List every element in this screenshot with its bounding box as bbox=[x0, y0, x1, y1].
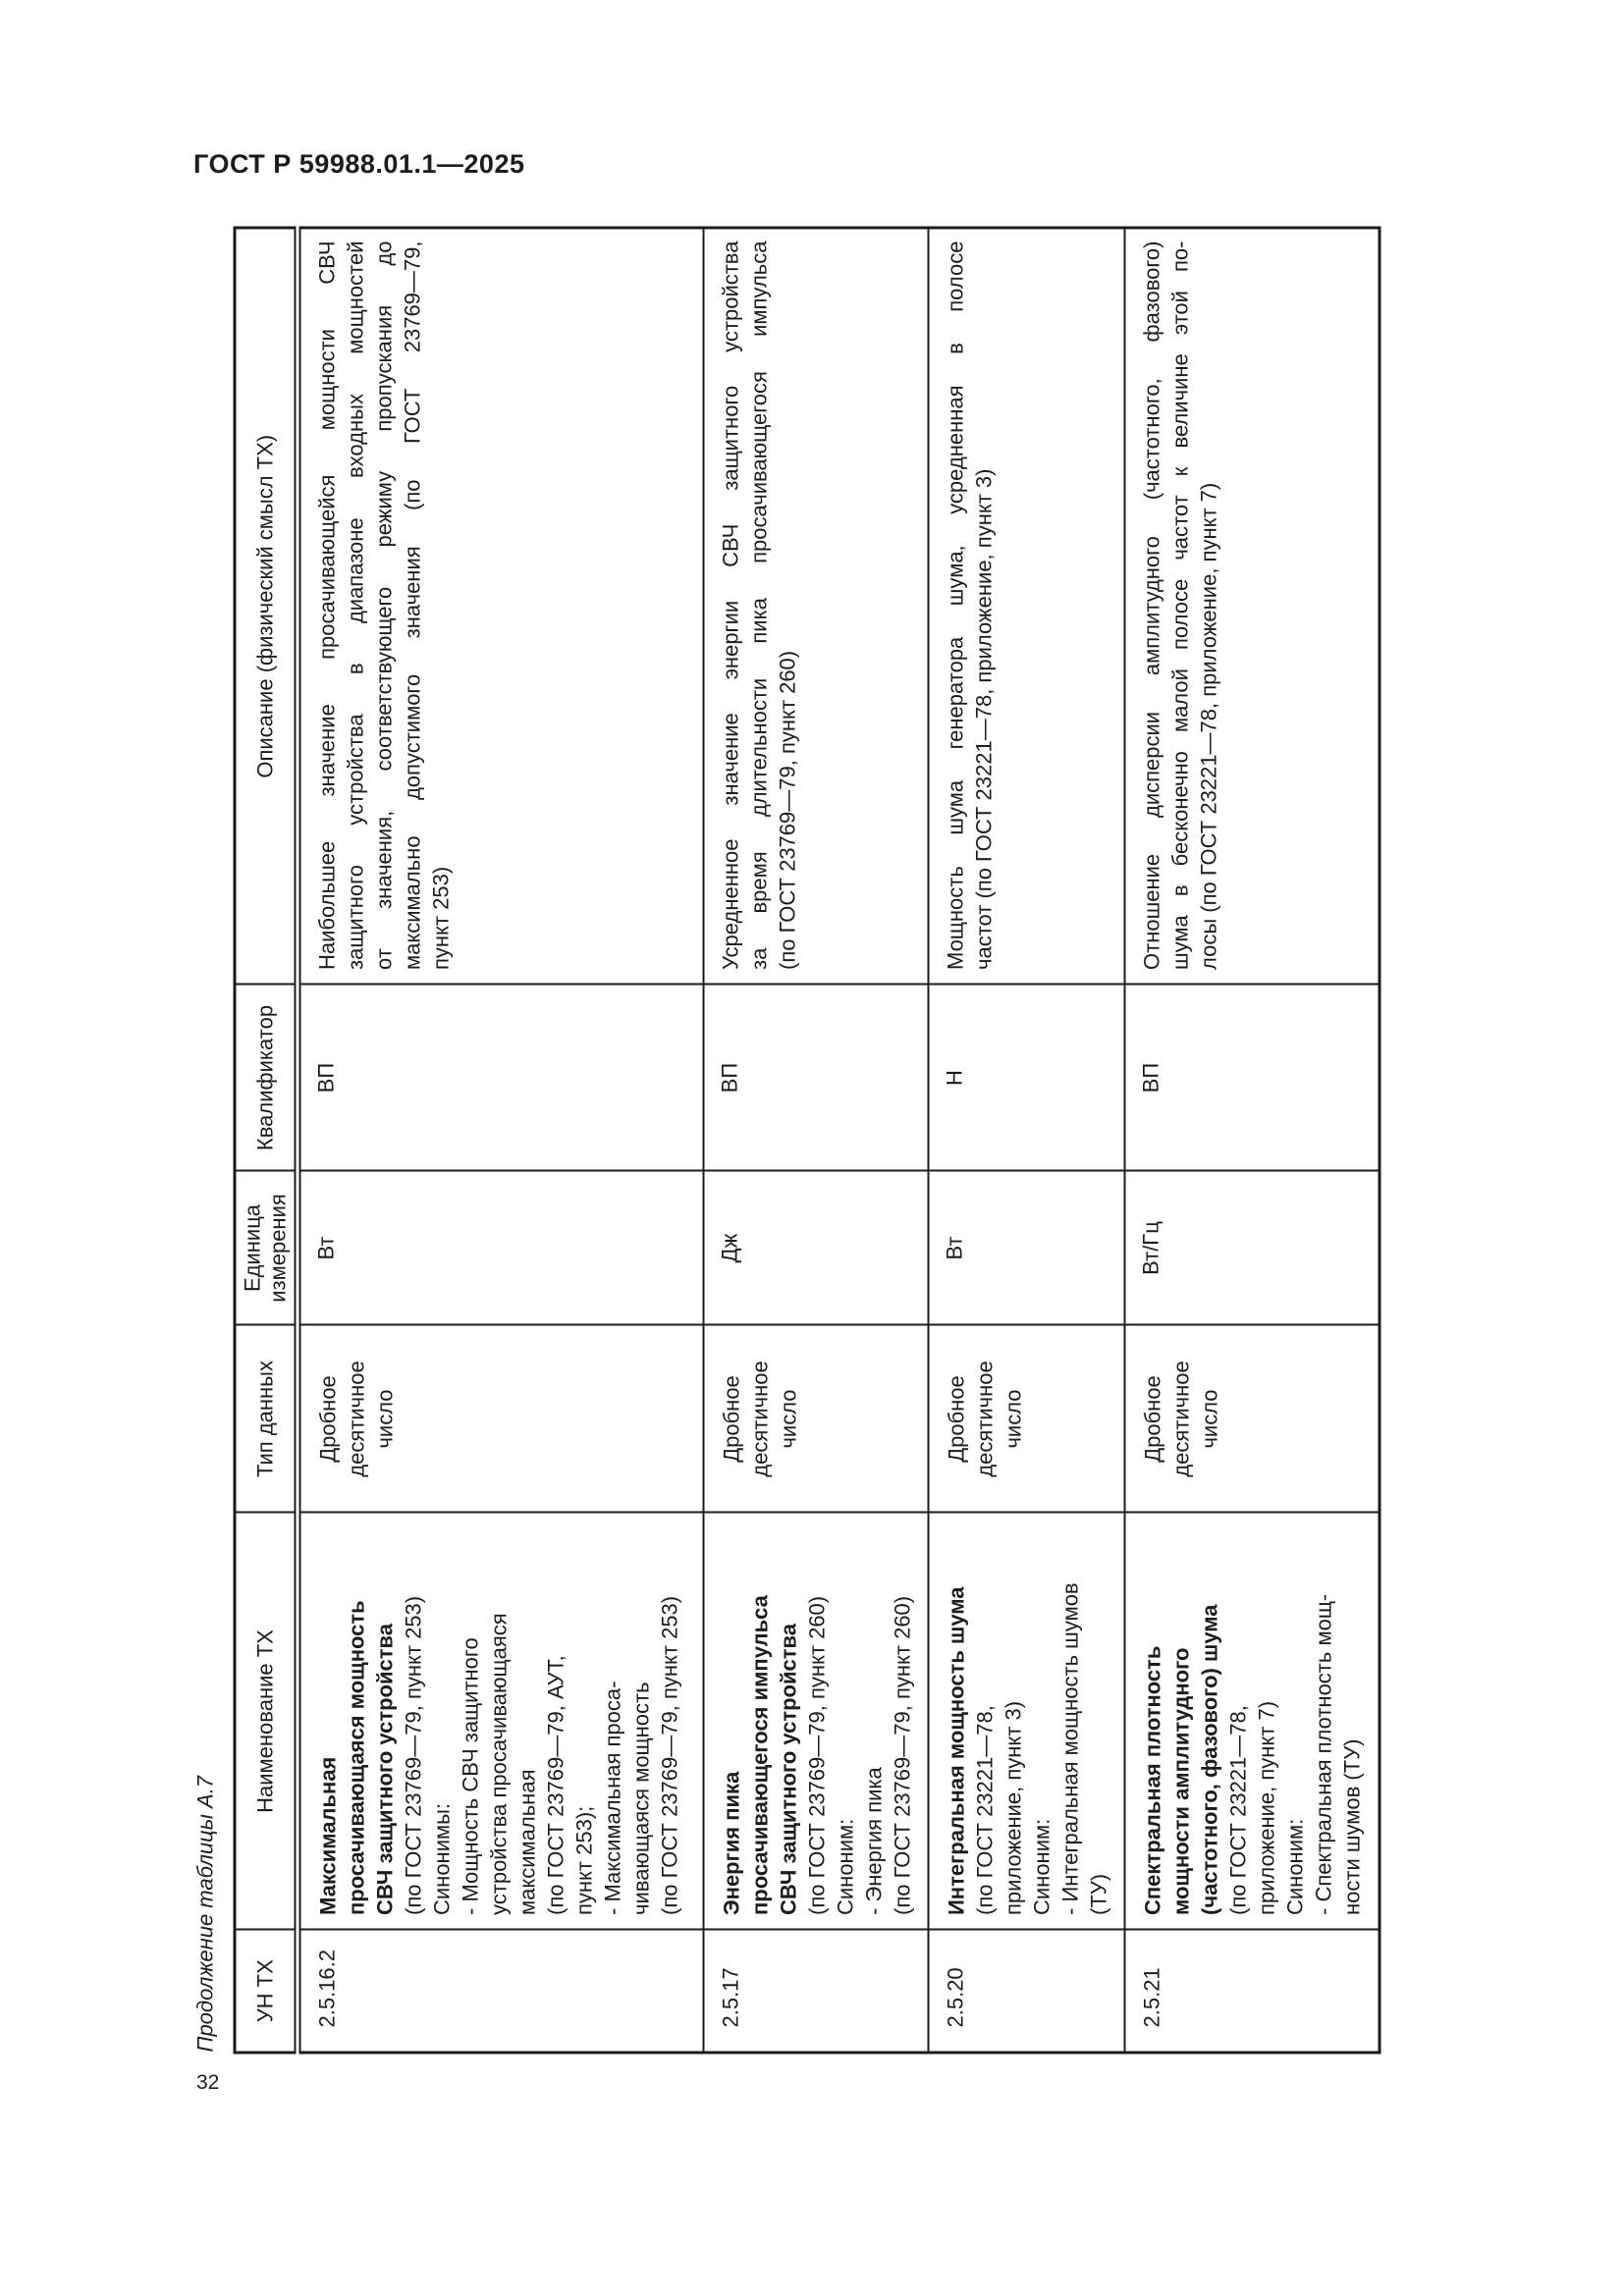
cell-description: Отношение дисперсии амплитудного (частот… bbox=[1124, 228, 1380, 985]
description-line: защитного устройства в диапазоне входных… bbox=[343, 240, 368, 971]
table-row: 2.5.16.2 Максимальная просачивающаяся мо… bbox=[298, 228, 703, 2053]
name-title: Спектральная плотность мощности амплитуд… bbox=[1140, 1604, 1221, 1916]
description-line: от значения, соответствующего режиму про… bbox=[371, 240, 397, 971]
name-synonyms: (по ГОСТ 23769—79, пункт 253) Синонимы: … bbox=[401, 1595, 682, 1915]
description-line: (по ГОСТ 23769—79, пункт 260) bbox=[775, 650, 799, 970]
cell-data-type: Дробное десятичное число bbox=[928, 1325, 1124, 1513]
page-number: 32 bbox=[196, 2071, 220, 2094]
cell-data-type: Дробное десятичное число bbox=[703, 1325, 928, 1513]
cell-description: Мощность шума генератора шума, усредненн… bbox=[928, 228, 1124, 985]
description-line: шума в бесконечно малой полосе частот к … bbox=[1167, 240, 1192, 971]
data-type-value: Дробное десятичное число bbox=[315, 1361, 398, 1477]
cell-name: Максимальная просачивающаяся мощность СВ… bbox=[298, 1513, 703, 1930]
name-synonyms: (по ГОСТ 23221—78, приложение, пункт 7) … bbox=[1225, 1593, 1364, 1915]
data-type-value: Дробное десятичное число bbox=[944, 1361, 1025, 1477]
cell-unit: Дж bbox=[703, 1171, 928, 1325]
data-type-value: Дробное десятичное число bbox=[719, 1361, 800, 1477]
cell-data-type: Дробное десятичное число bbox=[298, 1325, 703, 1513]
cell-name: Интегральная мощность шума (по ГОСТ 2322… bbox=[928, 1513, 1124, 1930]
column-header-un-tx: УН ТХ bbox=[235, 1930, 298, 2053]
cell-qualifier: ВП bbox=[1124, 985, 1380, 1171]
table-header-row: УН ТХ Наименование ТХ Тип данных Единица… bbox=[235, 228, 298, 2053]
cell-unit: Вт bbox=[298, 1171, 703, 1325]
description-line: Наибольшее значение просачивающейся мощн… bbox=[314, 240, 340, 971]
cell-qualifier: ВП bbox=[703, 985, 928, 1171]
table-row: 2.5.20 Интегральная мощность шума (по ГО… bbox=[928, 228, 1124, 2053]
table-row: 2.5.21 Спектральная плотность мощности а… bbox=[1124, 228, 1380, 2053]
column-header-qualifier: Квалификатор bbox=[235, 985, 298, 1171]
cell-un-tx: 2.5.21 bbox=[1124, 1930, 1380, 2053]
column-header-description: Описание (физический смысл ТХ) bbox=[235, 228, 298, 985]
rotated-table-block: Продолжение таблицы А.7 УН ТХ Наименован… bbox=[189, 226, 1385, 2055]
description-line: за время длительности пика просачивающег… bbox=[746, 240, 771, 971]
cell-qualifier: Н bbox=[928, 985, 1124, 1171]
table-row: 2.5.17 Энергия пика просачивающегося имп… bbox=[703, 228, 928, 2053]
name-title: Интегральная мощность шума bbox=[944, 1586, 968, 1916]
description-line: лосы (по ГОСТ 23221—78, приложение, пунк… bbox=[1196, 482, 1220, 970]
table-caption: Продолжение таблицы А.7 bbox=[192, 1775, 218, 2053]
document-code-header: ГОСТ Р 59988.01.1—2025 bbox=[193, 149, 525, 179]
description-line: пункт 253) bbox=[428, 866, 454, 970]
cell-unit: Вт bbox=[928, 1171, 1124, 1325]
cell-un-tx: 2.5.17 bbox=[703, 1930, 928, 2053]
description-line: Мощность шума генератора шума, усредненн… bbox=[943, 240, 967, 971]
cell-un-tx: 2.5.20 bbox=[928, 1930, 1124, 2053]
cell-description: Усредненное значение энергии СВЧ защитно… bbox=[703, 228, 928, 985]
column-header-unit: Единица измерения bbox=[235, 1171, 298, 1325]
description-line: Усредненное значение энергии СВЧ защитно… bbox=[718, 240, 742, 971]
cell-data-type: Дробное десятичное число bbox=[1124, 1325, 1380, 1513]
cell-unit: Вт/Гц bbox=[1124, 1171, 1380, 1325]
cell-un-tx: 2.5.16.2 bbox=[298, 1930, 703, 2053]
description-line: Отношение дисперсии амплитудного (частот… bbox=[1139, 240, 1164, 971]
cell-name: Спектральная плотность мощности амплитуд… bbox=[1124, 1513, 1380, 1930]
name-synonyms: (по ГОСТ 23221—78, приложение, пункт 3) … bbox=[972, 1582, 1110, 1915]
name-title: Энергия пика просачивающегося импульса С… bbox=[719, 1595, 800, 1915]
data-type-value: Дробное десятичное число bbox=[1140, 1361, 1221, 1477]
characteristics-table: УН ТХ Наименование ТХ Тип данных Единица… bbox=[233, 226, 1381, 2055]
cell-qualifier: ВП bbox=[298, 985, 703, 1171]
column-header-name: Наименование ТХ bbox=[235, 1513, 298, 1930]
name-title: Максимальная просачивающаяся мощность СВ… bbox=[315, 1600, 398, 1915]
description-line: частот (по ГОСТ 23221—78, приложение, пу… bbox=[971, 468, 996, 970]
description-line: максимально допустимого значения (по ГОС… bbox=[400, 240, 425, 971]
name-synonyms: (по ГОСТ 23769—79, пункт 260) Синоним: -… bbox=[804, 1595, 914, 1915]
column-header-data-type: Тип данных bbox=[235, 1325, 298, 1513]
cell-description: Наибольшее значение просачивающейся мощн… bbox=[298, 228, 703, 985]
cell-name: Энергия пика просачивающегося импульса С… bbox=[703, 1513, 928, 1930]
